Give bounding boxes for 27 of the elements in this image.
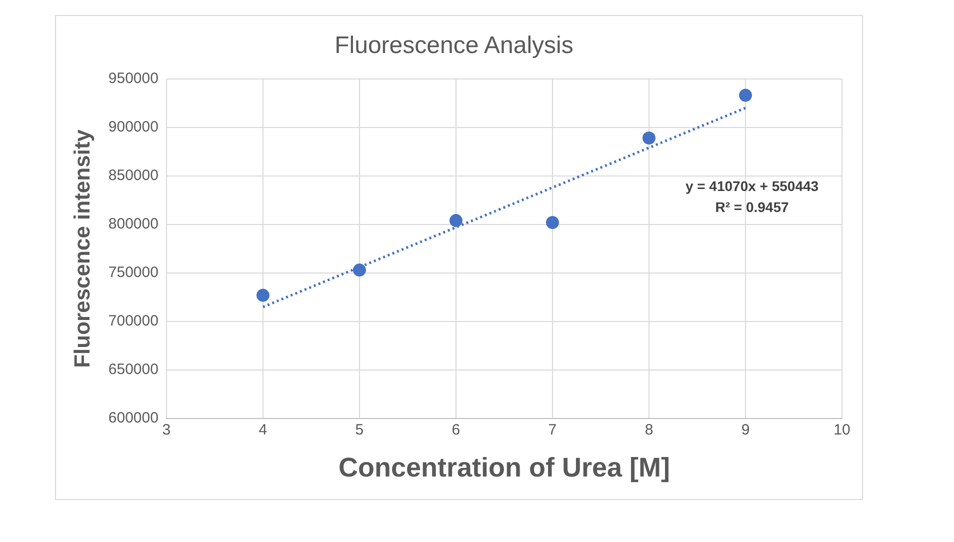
x-tick-label: 6	[452, 422, 460, 439]
y-tick-label: 700000	[108, 312, 158, 330]
point	[546, 216, 559, 229]
y-tick-label: 900000	[108, 118, 158, 136]
point	[256, 288, 270, 302]
y-tick-label: 600000	[108, 410, 158, 427]
x-tick-label: 7	[548, 422, 557, 439]
x-tick-label: 8	[644, 422, 654, 439]
x-tick-label: 5	[355, 422, 364, 439]
x-tick-label: 4	[258, 422, 268, 439]
y-axis-title: Fluorescence intensity	[69, 128, 94, 368]
point	[738, 88, 752, 102]
point	[449, 214, 462, 228]
point	[642, 132, 656, 145]
x-axis-title: Concentration of Urea [M]	[338, 452, 670, 482]
y-tick-label: 850000	[108, 167, 158, 184]
annotation: y = 41070x + 550443	[685, 178, 819, 194]
y-tick-label: 650000	[108, 361, 158, 378]
x-tick-label: 10	[834, 422, 850, 439]
y-tick-label: 750000	[108, 264, 158, 282]
point	[352, 264, 366, 277]
x-tick-label: 3	[162, 422, 171, 439]
y-tick-label: 950000	[108, 70, 158, 87]
x-tick-label: 9	[741, 422, 750, 439]
chart-title: Fluorescence Analysis	[334, 32, 574, 60]
annotation: R² = 0.9457	[715, 198, 789, 215]
y-tick-label: 800000	[108, 216, 158, 233]
